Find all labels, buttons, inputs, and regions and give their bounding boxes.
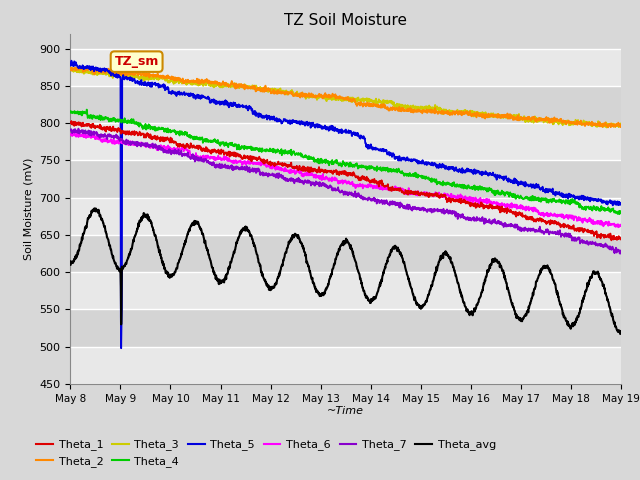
Bar — [70, 347, 621, 384]
Bar — [70, 310, 621, 347]
Bar — [70, 123, 621, 160]
Bar — [70, 48, 621, 86]
Title: TZ Soil Moisture: TZ Soil Moisture — [284, 13, 407, 28]
Bar — [70, 160, 621, 198]
Bar — [70, 272, 621, 310]
Y-axis label: Soil Moisture (mV): Soil Moisture (mV) — [24, 157, 34, 260]
Bar — [70, 86, 621, 123]
X-axis label: ~Time: ~Time — [327, 407, 364, 417]
Legend: Theta_1, Theta_2, Theta_3, Theta_4, Theta_5, Theta_6, Theta_7, Theta_avg: Theta_1, Theta_2, Theta_3, Theta_4, Thet… — [32, 435, 500, 471]
Bar — [70, 198, 621, 235]
Bar — [70, 235, 621, 272]
Text: TZ_sm: TZ_sm — [115, 55, 159, 68]
